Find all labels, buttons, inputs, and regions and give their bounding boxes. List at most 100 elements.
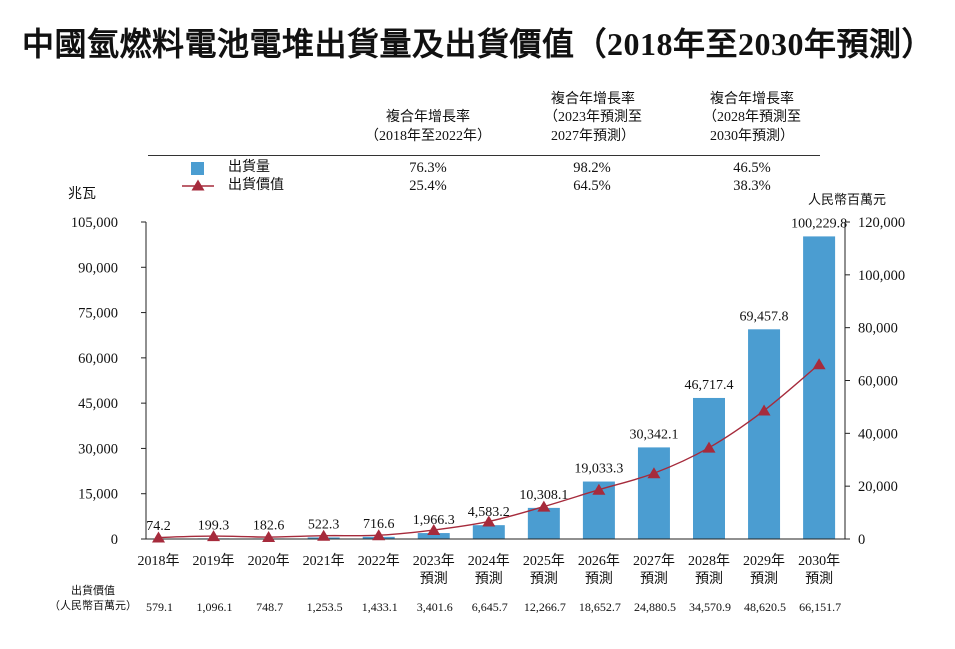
cagr-cell: 76.3% [409, 160, 447, 176]
right-y-tick-label: 0 [858, 532, 865, 548]
value-row-label-line: （人民幣百萬元） [49, 600, 137, 612]
x-tick-label: 2019年 [193, 553, 235, 569]
cagr-cell: 38.3% [733, 178, 771, 194]
bar-data-label: 10,308.1 [519, 488, 568, 503]
value-row-cell: 3,401.6 [417, 600, 453, 614]
bar-data-label: 69,457.8 [740, 309, 789, 324]
right-axis-unit-label: 人民幣百萬元 [807, 192, 886, 207]
x-tick-label: 2029年預測 [743, 553, 785, 587]
x-tick-label-line: 預測 [750, 571, 778, 587]
x-tick-label-line: 預測 [530, 571, 558, 587]
bar-shipment-volume [472, 525, 505, 539]
x-tick-label-line: 預測 [420, 571, 448, 587]
right-y-tick-label: 80,000 [858, 321, 898, 337]
bar-shipment-volume [803, 236, 836, 539]
bar-data-label: 100,229.8 [791, 216, 847, 231]
bar-shipment-volume [693, 397, 725, 539]
x-tick-label-line: 預測 [585, 571, 613, 587]
left-y-tick-label: 90,000 [78, 260, 118, 276]
triangle-marker [262, 531, 276, 543]
x-tick-label-line: 預測 [475, 571, 503, 587]
bar-data-label: 19,033.3 [574, 462, 623, 477]
value-row-cell: 6,645.7 [472, 600, 508, 614]
left-y-tick-label: 105,000 [71, 215, 118, 231]
cagr-header-2018-2022: 複合年增長率 （2018年至2022年） [338, 109, 518, 146]
cagr-cell: 46.5% [733, 160, 771, 176]
x-tick-label-line: 2018年 [138, 553, 180, 569]
x-tick-label: 2021年 [303, 553, 345, 569]
x-tick-label-line: 2020年 [248, 553, 290, 569]
triangle-marker [592, 483, 606, 495]
triangle-marker [482, 515, 496, 527]
value-row-cell: 34,570.9 [689, 600, 731, 614]
right-y-tick-label: 20,000 [858, 479, 898, 495]
value-row-cell: 579.1 [146, 600, 173, 614]
value-row-cell: 66,151.7 [799, 600, 841, 614]
bar-shipment-volume [748, 329, 781, 539]
legend-swatch-line [182, 179, 214, 191]
cagr-cell: 98.2% [573, 160, 611, 176]
cagr-header-line: 複合年增長率 [386, 110, 470, 125]
x-tick-label: 2018年 [138, 553, 180, 569]
x-tick-label: 2022年 [358, 553, 400, 569]
legend-triangle-marker [191, 179, 205, 191]
cagr-cell: 64.5% [573, 178, 611, 194]
bar-data-label: 30,342.1 [629, 427, 678, 442]
bar-data-label: 716.6 [363, 517, 395, 532]
right-y-tick-label: 100,000 [858, 268, 905, 284]
value-row-cell: 748.7 [256, 600, 283, 614]
cagr-cell: 25.4% [409, 178, 447, 194]
cagr-header-line: 2027年預測） [551, 128, 635, 144]
x-tick-label: 2020年 [248, 553, 290, 569]
value-row-cell: 1,253.5 [307, 600, 343, 614]
legend-swatch-bar [191, 161, 204, 175]
x-tick-label-line: 2021年 [303, 553, 345, 569]
x-tick-label-line: 2022年 [358, 553, 400, 569]
x-tick-label-line: 2028年 [688, 553, 730, 569]
value-row-cell: 1,433.1 [362, 600, 398, 614]
x-tick-label-line: 預測 [695, 571, 723, 587]
value-row-cell: 48,620.5 [744, 600, 786, 614]
value-row-cell: 18,652.7 [579, 600, 621, 614]
chart-title: 中國氫燃料電池電堆出貨量及出貨價值（2018年至2030年預測） [22, 26, 935, 62]
right-y-tick-label: 60,000 [858, 374, 898, 390]
cagr-header-line: （2018年至2022年） [365, 128, 491, 144]
triangle-marker [317, 529, 331, 541]
x-tick-label-line: 2027年 [633, 553, 675, 569]
triangle-marker [372, 529, 386, 541]
x-tick-label-line: 2025年 [523, 553, 565, 569]
x-tick-label-line: 2024年 [468, 553, 510, 569]
bar-data-label: 182.6 [253, 518, 285, 533]
cagr-header-line: 2030年預測） [710, 128, 794, 144]
bar-data-label: 46,717.4 [685, 378, 734, 393]
triangle-marker [757, 404, 771, 416]
triangle-marker [427, 524, 441, 536]
x-tick-label-line: 2030年 [798, 553, 840, 569]
x-tick-label-line: 預測 [805, 571, 833, 587]
cagr-header-2028-2030: 複合年增長率 （2028年預測至 2030年預測） [662, 91, 842, 147]
left-y-tick-label: 15,000 [78, 487, 118, 503]
bar-shipment-volume [637, 447, 670, 539]
bar-shipment-volume [417, 533, 450, 539]
right-y-tick-label: 120,000 [858, 215, 905, 231]
triangle-marker [702, 441, 716, 453]
bar-data-label: 199.3 [198, 518, 230, 533]
cagr-header-line: （2023年預測至 [544, 110, 642, 125]
x-tick-label: 2028年預測 [688, 553, 730, 587]
cagr-table-rule [148, 155, 820, 156]
x-tick-label-line: 2023年 [413, 553, 455, 569]
value-row-cell: 24,880.5 [634, 600, 676, 614]
triangle-marker [207, 530, 221, 542]
cagr-header-line: 複合年增長率 [710, 91, 794, 107]
bar-data-label: 74.2 [146, 519, 171, 534]
left-axis-unit-label: 兆瓦 [68, 187, 96, 202]
left-y-tick-label: 75,000 [78, 306, 118, 322]
x-tick-label-line: 2026年 [578, 553, 620, 569]
x-tick-label: 2026年預測 [578, 553, 620, 587]
triangle-marker [152, 531, 165, 543]
bar-data-label: 4,583.2 [468, 505, 510, 520]
legend-label-shipment-volume: 出貨量 [228, 160, 270, 175]
triangle-marker [812, 358, 826, 370]
cagr-header-2023-2027: 複合年增長率 （2023年預測至 2027年預測） [503, 91, 683, 147]
